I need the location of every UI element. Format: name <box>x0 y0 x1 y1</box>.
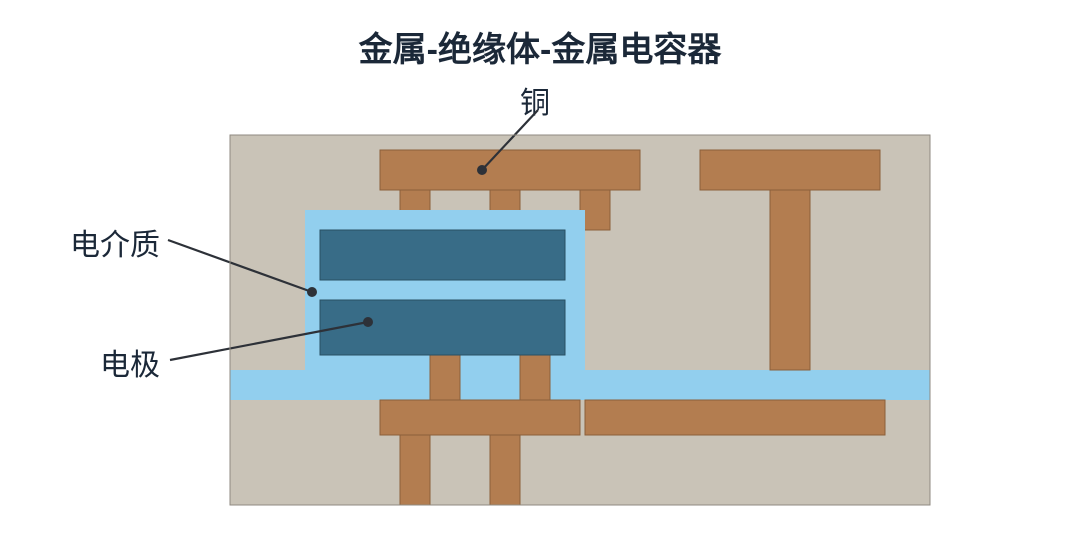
electrode-plate-bottom <box>320 300 565 355</box>
callout-copper-dot <box>477 165 487 175</box>
copper-mid-via-2 <box>520 355 550 400</box>
diagram-stage: 金属-绝缘体-金属电容器 铜 电介质 电极 <box>0 0 1080 536</box>
callout-electrode-dot <box>363 317 373 327</box>
callout-dielectric-dot <box>307 287 317 297</box>
copper-right-column <box>770 190 810 370</box>
copper-bottom-via-1 <box>400 435 430 505</box>
copper-right-top-bar <box>700 150 880 190</box>
copper-bottom-bar <box>380 400 580 435</box>
diagram-svg <box>0 0 1080 536</box>
copper-bottom-via-2 <box>490 435 520 505</box>
electrode-plate-top <box>320 230 565 280</box>
copper-right-bottom-bar <box>585 400 885 435</box>
copper-mid-via-1 <box>430 355 460 400</box>
copper-top-bar <box>380 150 640 190</box>
dielectric-strip <box>230 370 930 400</box>
